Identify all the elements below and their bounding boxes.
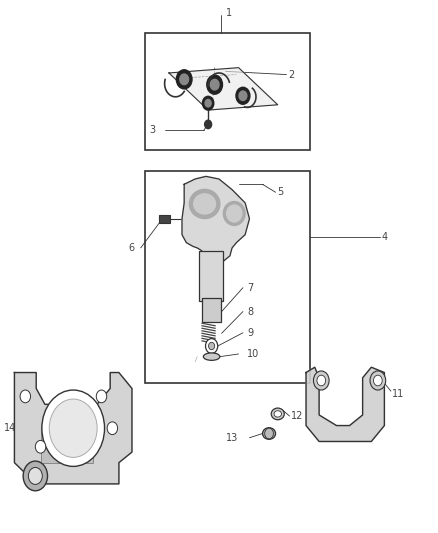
Circle shape [177,70,192,89]
Circle shape [205,100,211,107]
Bar [145,33,311,150]
Bar [145,171,311,383]
Circle shape [23,461,47,491]
Circle shape [210,79,219,90]
Text: 13: 13 [226,433,239,443]
Bar [202,298,221,322]
Circle shape [317,375,325,386]
Circle shape [265,428,273,439]
Circle shape [314,371,329,390]
Text: 6: 6 [128,243,134,253]
Circle shape [236,87,250,104]
Text: 12: 12 [291,411,303,421]
Bar [41,425,93,463]
Text: 1: 1 [226,8,232,18]
Circle shape [96,390,107,403]
Text: 8: 8 [247,306,254,317]
Ellipse shape [203,353,220,360]
Circle shape [207,75,223,94]
Text: 4: 4 [381,232,388,243]
Circle shape [180,74,188,85]
Circle shape [28,467,42,484]
Circle shape [370,371,386,390]
Circle shape [35,440,46,453]
Circle shape [49,399,97,457]
Polygon shape [14,373,132,484]
Text: 3: 3 [150,125,156,135]
Ellipse shape [189,189,220,219]
Ellipse shape [262,427,276,439]
Circle shape [202,96,214,110]
Text: 5: 5 [277,187,283,197]
Polygon shape [306,367,385,441]
Circle shape [107,422,117,434]
Circle shape [374,375,382,386]
Ellipse shape [274,411,282,417]
Circle shape [42,390,105,466]
Bar [199,251,223,301]
Ellipse shape [226,205,242,222]
Circle shape [208,342,215,350]
Circle shape [239,91,247,101]
Ellipse shape [271,408,284,419]
Circle shape [205,338,218,353]
Text: 7: 7 [247,282,254,293]
Ellipse shape [194,194,215,214]
Ellipse shape [223,201,245,225]
Polygon shape [182,176,250,262]
Bar [159,215,170,223]
Text: 9: 9 [247,328,254,338]
Circle shape [20,390,31,403]
Text: 10: 10 [247,349,260,359]
Circle shape [205,120,212,128]
Polygon shape [169,68,278,110]
Text: 11: 11 [392,389,404,399]
Text: 2: 2 [288,70,294,79]
Text: 14: 14 [4,423,16,433]
